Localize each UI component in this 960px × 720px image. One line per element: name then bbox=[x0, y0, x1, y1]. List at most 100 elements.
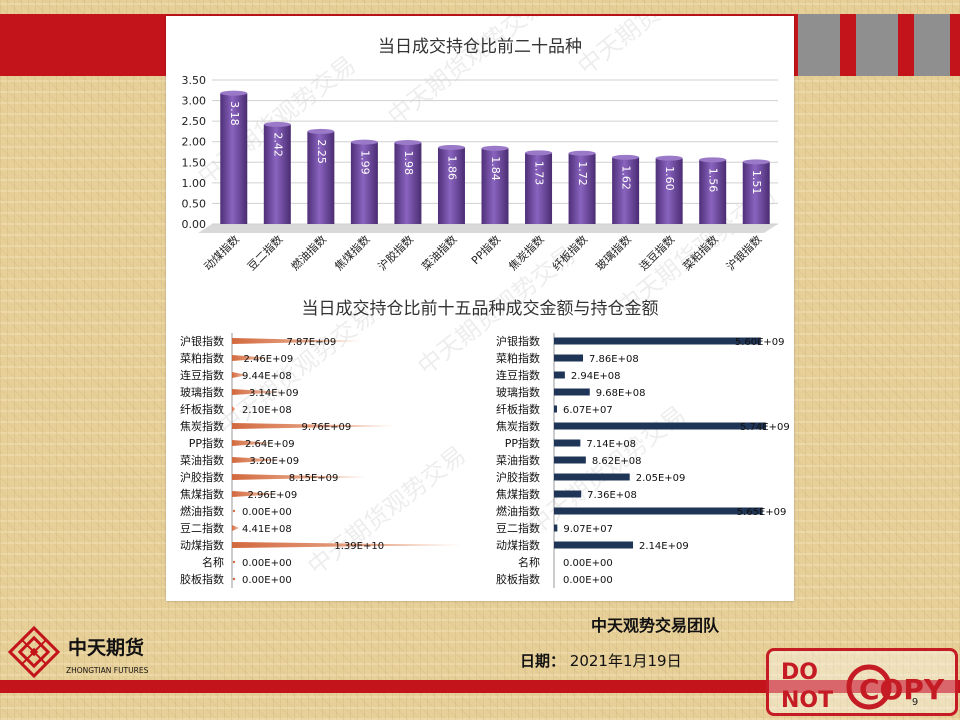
bar bbox=[481, 148, 509, 224]
right-value-label: 8.62E+08 bbox=[592, 456, 642, 467]
bar-cap bbox=[699, 157, 727, 163]
left-category-label: 动煤指数 bbox=[180, 538, 224, 552]
x-category-label: 菜油指数 bbox=[419, 232, 460, 273]
left-category-label: 豆二指数 bbox=[180, 521, 224, 535]
left-value-label: 4.41E+08 bbox=[242, 524, 292, 535]
bar bbox=[655, 158, 683, 224]
bottom-red-band bbox=[0, 680, 960, 693]
bar-cap bbox=[437, 144, 465, 150]
watermark-text: 中天期货观势交易 bbox=[572, 16, 741, 81]
y-tick-label: 2.50 bbox=[182, 115, 207, 128]
y-tick-label: 3.50 bbox=[182, 74, 207, 87]
spike-bar bbox=[232, 355, 273, 361]
navy-bar bbox=[554, 354, 584, 362]
spike-bar bbox=[232, 560, 236, 564]
left-category-label: 燃油指数 bbox=[180, 504, 224, 518]
chart-panel: 中天期货观势交易 中天期货观势交易 中天期货观势交易 中天期货观势交易 中天期货观势交易… bbox=[166, 16, 794, 601]
logo-emblem-icon bbox=[7, 625, 61, 679]
bar-value-label: 1.62 bbox=[620, 165, 633, 190]
right-category-label: 纤板指数 bbox=[496, 402, 540, 416]
right-category-label: 豆二指数 bbox=[496, 521, 540, 535]
header-gray-block-1 bbox=[798, 14, 840, 76]
bar-cap bbox=[525, 150, 553, 156]
right-category-label: PP指数 bbox=[505, 436, 540, 450]
right-category-label: 连豆指数 bbox=[496, 368, 540, 382]
spike-bar bbox=[232, 525, 240, 531]
spike-bar bbox=[232, 423, 394, 429]
watermark-text: 中天期货观势交易 bbox=[212, 300, 381, 440]
right-category-label: 沪胶指数 bbox=[496, 470, 540, 484]
bar-value-label: 1.73 bbox=[533, 161, 546, 186]
right-category-label: 菜油指数 bbox=[496, 453, 540, 467]
y-tick-label: 1.00 bbox=[182, 177, 207, 190]
navy-bar bbox=[554, 371, 565, 379]
right-category-label: 玻璃指数 bbox=[496, 385, 540, 399]
left-value-label: 0.00E+00 bbox=[242, 558, 292, 569]
left-value-label: 2.10E+08 bbox=[242, 405, 292, 416]
header-gray-block-2 bbox=[856, 14, 898, 76]
bar-value-label: 1.72 bbox=[576, 161, 589, 186]
stamp-text-copy: COPY bbox=[859, 673, 945, 706]
bar-value-label: 1.51 bbox=[750, 170, 763, 195]
left-category-label: 连豆指数 bbox=[180, 368, 224, 382]
bar-cap bbox=[394, 140, 422, 146]
bar-cap bbox=[263, 121, 291, 127]
navy-bar bbox=[554, 337, 761, 345]
left-value-label: 0.00E+00 bbox=[242, 507, 292, 518]
right-value-label: 7.14E+08 bbox=[586, 439, 636, 450]
left-value-label: 7.87E+09 bbox=[287, 337, 337, 348]
navy-bar bbox=[554, 524, 558, 532]
left-category-label: 沪银指数 bbox=[180, 334, 224, 348]
left-category-label: 焦煤指数 bbox=[180, 487, 224, 501]
y-tick-label: 2.00 bbox=[182, 136, 207, 149]
bar-cap bbox=[220, 90, 248, 96]
right-category-label: 胶板指数 bbox=[496, 572, 540, 586]
left-value-label: 2.64E+09 bbox=[245, 439, 295, 450]
stamp-text-do: DO bbox=[781, 660, 818, 685]
x-category-label: 豆二指数 bbox=[244, 232, 285, 273]
right-value-label: 2.05E+09 bbox=[636, 473, 686, 484]
stamp-circle-icon bbox=[846, 664, 892, 710]
navy-bar bbox=[554, 473, 630, 481]
right-value-label: 9.68E+08 bbox=[596, 388, 646, 399]
date-line: 日期： 2021年1月19日 bbox=[520, 650, 820, 671]
navy-bar bbox=[554, 405, 557, 413]
navy-bar bbox=[554, 439, 581, 447]
bar bbox=[612, 157, 640, 224]
watermark-text: 中天期货观势交易 bbox=[302, 440, 471, 580]
date-label: 日期： bbox=[520, 652, 566, 670]
bar bbox=[394, 142, 422, 224]
team-name: 中天观势交易团队 bbox=[590, 616, 719, 635]
x-category-label: 沪胶指数 bbox=[375, 232, 416, 273]
right-category-label: 沪银指数 bbox=[496, 334, 540, 348]
spike-bar bbox=[232, 491, 281, 497]
spike-bar bbox=[232, 440, 276, 446]
navy-bar bbox=[554, 490, 582, 498]
bar bbox=[307, 131, 335, 224]
bar-cap bbox=[307, 128, 335, 134]
right-value-label: 6.07E+07 bbox=[563, 405, 613, 416]
spike-bar bbox=[232, 457, 285, 463]
left-value-label: 8.15E+09 bbox=[289, 473, 339, 484]
spike-bar bbox=[232, 474, 367, 480]
logo-cn-text: 中天期货 bbox=[68, 636, 144, 659]
watermark-text: 中天期货观势交易 bbox=[382, 16, 551, 131]
watermark-text: 中天期货观势交易 bbox=[522, 400, 691, 540]
page-number: 9 bbox=[911, 697, 919, 708]
bar-value-label: 1.56 bbox=[707, 168, 720, 193]
spike-bar bbox=[232, 389, 284, 395]
bar bbox=[263, 124, 291, 224]
right-category-label: 菜粕指数 bbox=[496, 351, 540, 365]
bar-cap bbox=[655, 155, 683, 161]
right-value-label: 0.00E+00 bbox=[563, 575, 613, 586]
left-category-label: 名称 bbox=[202, 555, 224, 569]
bar-cap bbox=[612, 154, 640, 160]
left-category-label: 沪胶指数 bbox=[180, 470, 224, 484]
left-value-label: 2.96E+09 bbox=[248, 490, 298, 501]
y-tick-label: 0.00 bbox=[182, 218, 207, 231]
navy-bar bbox=[554, 507, 763, 515]
spike-bar bbox=[232, 577, 236, 581]
bar-cap bbox=[350, 139, 378, 145]
right-value-label: 7.86E+08 bbox=[589, 354, 639, 365]
bar-value-label: 1.84 bbox=[489, 156, 502, 181]
